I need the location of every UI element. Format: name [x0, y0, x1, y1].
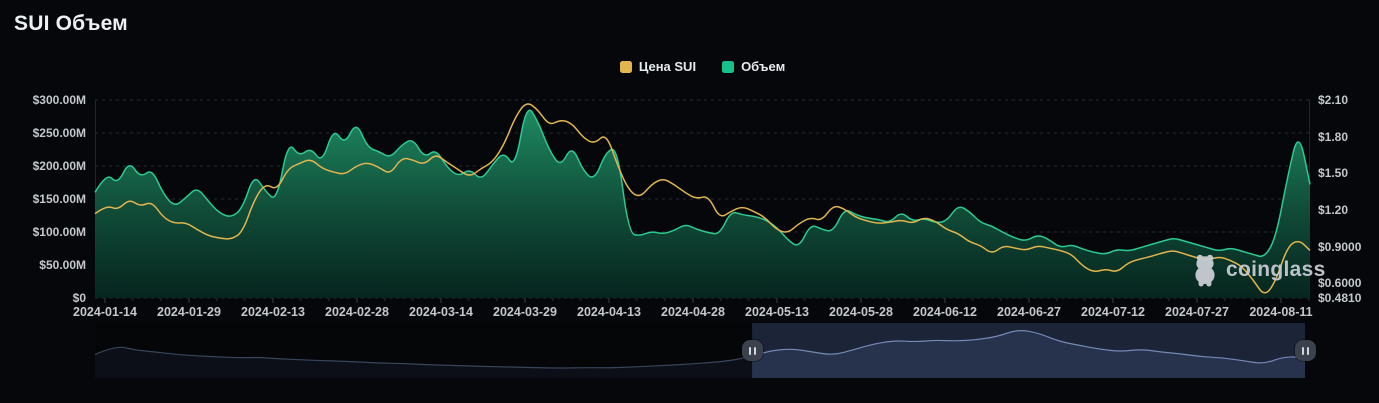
x-axis-label: 2024-04-13: [577, 305, 641, 319]
volume-series-swatch-icon: [722, 60, 735, 73]
left-axis-label: $100.00M: [32, 225, 86, 239]
right-axis-label: $1.80: [1318, 129, 1349, 144]
x-axis-label: 2024-01-29: [157, 305, 221, 319]
handle-grip-icon: [1301, 346, 1304, 355]
chart-title: SUI Объем: [14, 12, 128, 35]
x-axis-label: 2024-02-28: [325, 305, 389, 319]
navigator-unselected-mask: [95, 323, 753, 378]
x-axis-label: 2024-03-29: [493, 305, 557, 319]
navigator-right-handle[interactable]: [1294, 340, 1316, 361]
x-axis-label: 2024-03-14: [409, 305, 473, 319]
x-axis-label: 2024-05-13: [745, 305, 809, 319]
volume-area-series: [95, 110, 1310, 298]
main-chart-plot[interactable]: [94, 90, 1311, 305]
right-axis-label: $0.9000: [1318, 239, 1362, 254]
x-axis-label: 2024-06-12: [913, 305, 977, 319]
x-axis-ticks: [104, 298, 1310, 303]
right-axis-label: $1.20: [1318, 203, 1349, 218]
handle-grip-icon: [753, 346, 756, 355]
right-axis-label: $1.50: [1318, 166, 1349, 181]
left-axis-label: $200.00M: [32, 159, 86, 173]
legend-item-price-label: Цена SUI: [638, 59, 697, 74]
handle-grip-icon: [1306, 346, 1309, 355]
navigator-selected-range[interactable]: [752, 323, 1305, 378]
volume-line: [94, 109, 1311, 258]
price-series-swatch-icon: [619, 60, 632, 73]
navigator-left-handle[interactable]: [741, 340, 763, 361]
handle-grip-icon: [748, 346, 751, 355]
right-axis-label: $2.10: [1318, 93, 1349, 107]
x-axis-label: 2024-07-27: [1165, 305, 1229, 319]
right-axis-label: $0.6000: [1318, 276, 1362, 291]
legend-item-volume-label: Объем: [741, 59, 786, 74]
left-axis-label: $0: [72, 291, 86, 305]
right-axis-label: $0.4810: [1318, 291, 1362, 305]
x-axis-label: 2024-06-27: [997, 305, 1061, 319]
x-axis-label: 2024-04-28: [661, 305, 725, 319]
x-axis-label: 2024-01-14: [73, 305, 137, 319]
left-axis-label: $300.00M: [32, 93, 86, 107]
legend-item-volume[interactable]: Объем: [722, 59, 785, 74]
chart-legend: Цена SUI Объем: [95, 59, 1310, 74]
left-axis-label: $150.00M: [32, 192, 86, 206]
x-axis-label: 2024-08-11: [1249, 305, 1313, 319]
price-line-series: [94, 103, 1311, 294]
range-navigator[interactable]: [95, 323, 1305, 378]
left-axis-label: $250.00M: [32, 126, 86, 140]
left-axis-label: $50.00M: [39, 258, 86, 272]
x-axis-label: 2024-05-28: [829, 305, 893, 319]
x-axis-label: 2024-07-12: [1081, 305, 1145, 319]
x-axis-label: 2024-02-13: [241, 305, 305, 319]
legend-item-price[interactable]: Цена SUI: [619, 59, 697, 74]
